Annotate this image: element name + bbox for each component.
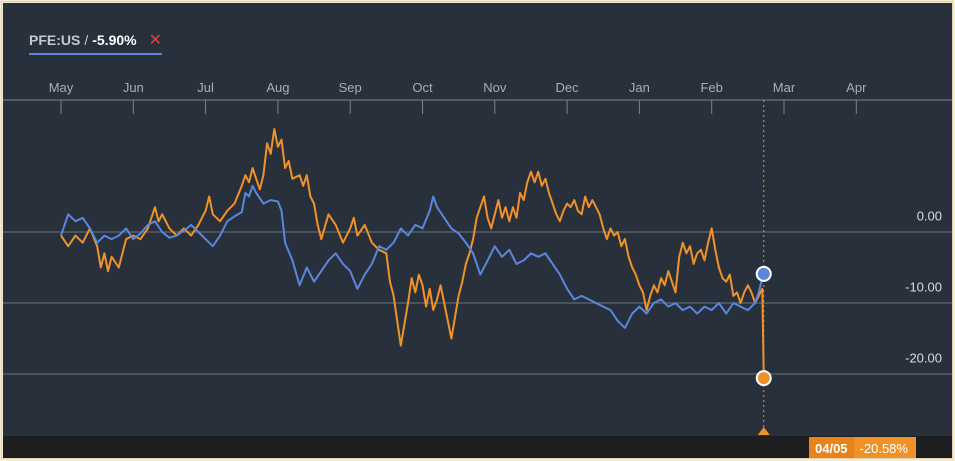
legend-separator: /	[84, 32, 89, 48]
x-tick-label: Dec	[555, 80, 579, 95]
x-axis-scrollbar[interactable]	[3, 436, 952, 458]
crosshair-value: -20.58%	[859, 440, 908, 456]
x-tick-label: Jun	[122, 80, 144, 95]
x-tick-label: Feb	[700, 80, 723, 95]
line-chart[interactable]	[3, 3, 952, 458]
x-tick-label: Aug	[266, 80, 290, 95]
legend-ticker[interactable]: PFE:US	[29, 32, 81, 48]
x-tick-label: Mar	[772, 80, 796, 95]
x-tick-label: Apr	[846, 80, 867, 95]
x-tick-label: May	[48, 80, 74, 95]
series-line-comparison	[60, 128, 765, 379]
y-tick-label: -20.00	[905, 350, 942, 366]
x-tick-label: Jul	[197, 80, 214, 95]
x-tick-label: Jan	[628, 80, 650, 95]
x-tick-label: Oct	[412, 80, 433, 95]
crosshair-pointer	[757, 427, 770, 435]
crosshair-date: 04/05	[809, 437, 854, 458]
close-icon[interactable]: ✕	[148, 32, 162, 49]
crosshair-readout: 04/05 -20.58%	[809, 437, 916, 458]
end-marker-pfe	[755, 265, 772, 282]
chart-panel: PFE:US / -5.90% ✕ May Jun Jul Aug Sep Oct Nov D…	[3, 3, 952, 458]
y-tick-label: 0.00	[916, 208, 942, 224]
x-tick-label: Sep	[338, 80, 362, 95]
legend-chip[interactable]: PFE:US / -5.90% ✕	[29, 29, 162, 55]
y-tick-label: -10.00	[905, 279, 942, 295]
end-marker-comparison	[755, 370, 772, 387]
legend-change: -5.90%	[92, 32, 137, 48]
series-line-pfe	[60, 184, 765, 329]
x-tick-label: Nov	[483, 80, 507, 95]
